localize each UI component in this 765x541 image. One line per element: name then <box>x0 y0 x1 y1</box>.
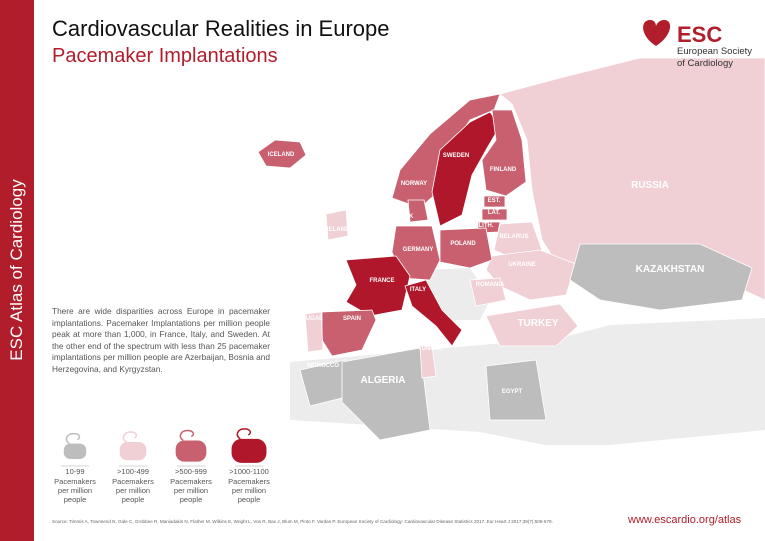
legend-icon-wire <box>179 429 195 442</box>
country <box>483 195 506 208</box>
legend-text-line: Pacemakers <box>112 477 154 486</box>
legend-text-line: Pacemakers <box>228 477 270 486</box>
legend-icon <box>231 438 267 463</box>
legend-text-line: per million <box>174 486 208 495</box>
country <box>485 249 577 301</box>
country-label: KAZAKHSTAN <box>636 264 705 275</box>
logo-name: of Cardiology <box>677 58 733 69</box>
legend-icon <box>119 442 147 461</box>
legend-text-line: Pacemakers <box>170 477 212 486</box>
legend-icon <box>175 440 207 462</box>
country <box>257 139 307 169</box>
country-label: ICELAND <box>268 152 295 158</box>
legend-icon <box>63 443 87 459</box>
legend-text: Pacemakers per million people <box>170 477 212 504</box>
legend-text-line: Pacemakers <box>54 477 96 486</box>
country-label: GERMANY <box>403 247 434 253</box>
legend-text: Pacemakers per million people <box>228 477 270 504</box>
country-label: NORWAY <box>401 181 427 187</box>
logo-name: European Society <box>677 46 752 57</box>
legend-text-line: people <box>238 495 261 504</box>
legend-icon-wire <box>236 428 252 440</box>
legend-range: 10-99 <box>65 467 84 476</box>
country-label: ALGERIA <box>361 375 406 386</box>
country-label: TURKEY <box>517 318 558 329</box>
legend-icon-wire <box>122 431 138 443</box>
legend-text-line: people <box>122 495 145 504</box>
sidebar: ESC Atlas of Cardiology <box>0 0 34 541</box>
country <box>569 243 753 311</box>
title: Cardiovascular Realities in Europe <box>52 16 390 41</box>
legend-text: Pacemakers per million people <box>112 477 154 504</box>
country-label: UKRAINE <box>508 262 535 268</box>
country-label: POLAND <box>450 241 476 247</box>
country-label: SPAIN <box>343 316 361 322</box>
legend-icon-wire <box>65 432 81 445</box>
source: Source: Timmis A, Townsend N, Gale C, Gr… <box>52 519 553 524</box>
legend-text-line: people <box>180 495 203 504</box>
legend-text-line: per million <box>232 486 266 495</box>
country-label: RUSSIA <box>631 180 669 191</box>
country-label: DENMARK <box>383 214 414 220</box>
country <box>485 359 547 421</box>
country-label: IRELAND <box>323 227 350 233</box>
legend-text-line: per million <box>58 486 92 495</box>
country-label: TUNISIA <box>418 346 443 352</box>
logo-abbr: ESC <box>677 22 723 47</box>
country-label: ROMANIA <box>476 282 505 288</box>
logo-heart <box>643 20 671 46</box>
country-label: PORTUGAL <box>289 316 323 322</box>
country-label: LAT. <box>488 210 501 216</box>
country <box>325 209 349 241</box>
legend-text-line: per million <box>116 486 150 495</box>
url[interactable]: www.escardio.org/atlas <box>628 514 742 526</box>
country <box>345 255 411 317</box>
country-label: SWEDEN <box>443 153 469 159</box>
country-label: FRANCE <box>370 278 395 284</box>
country-label: FINLAND <box>490 167 517 173</box>
country <box>404 279 463 347</box>
country-label: MOROCCO <box>307 363 339 369</box>
country <box>431 111 501 227</box>
country-label: LITH. <box>479 223 494 229</box>
legend-range: >1000-1100 <box>229 467 269 476</box>
country <box>469 277 507 307</box>
subtitle: Pacemaker Implantations <box>52 45 278 67</box>
country <box>304 311 324 353</box>
country <box>407 199 429 223</box>
country <box>439 227 493 269</box>
country <box>485 303 579 347</box>
country <box>481 109 527 197</box>
sidebar-text: ESC Atlas of Cardiology <box>7 179 26 361</box>
description: There are wide disparities across Europe… <box>52 306 270 374</box>
country-label: EGYPT <box>502 389 523 395</box>
legend-text-line: people <box>64 495 87 504</box>
legend-text: Pacemakers per million people <box>54 477 96 504</box>
country <box>391 225 441 281</box>
legend-range: >500-999 <box>175 467 207 476</box>
country <box>419 345 437 379</box>
country-label: BELARUS <box>499 234 528 240</box>
legend-range: >100-499 <box>117 467 149 476</box>
country-label: EST. <box>488 198 501 204</box>
country <box>341 347 431 441</box>
country-label: ITALY <box>410 287 426 293</box>
country <box>481 208 508 221</box>
